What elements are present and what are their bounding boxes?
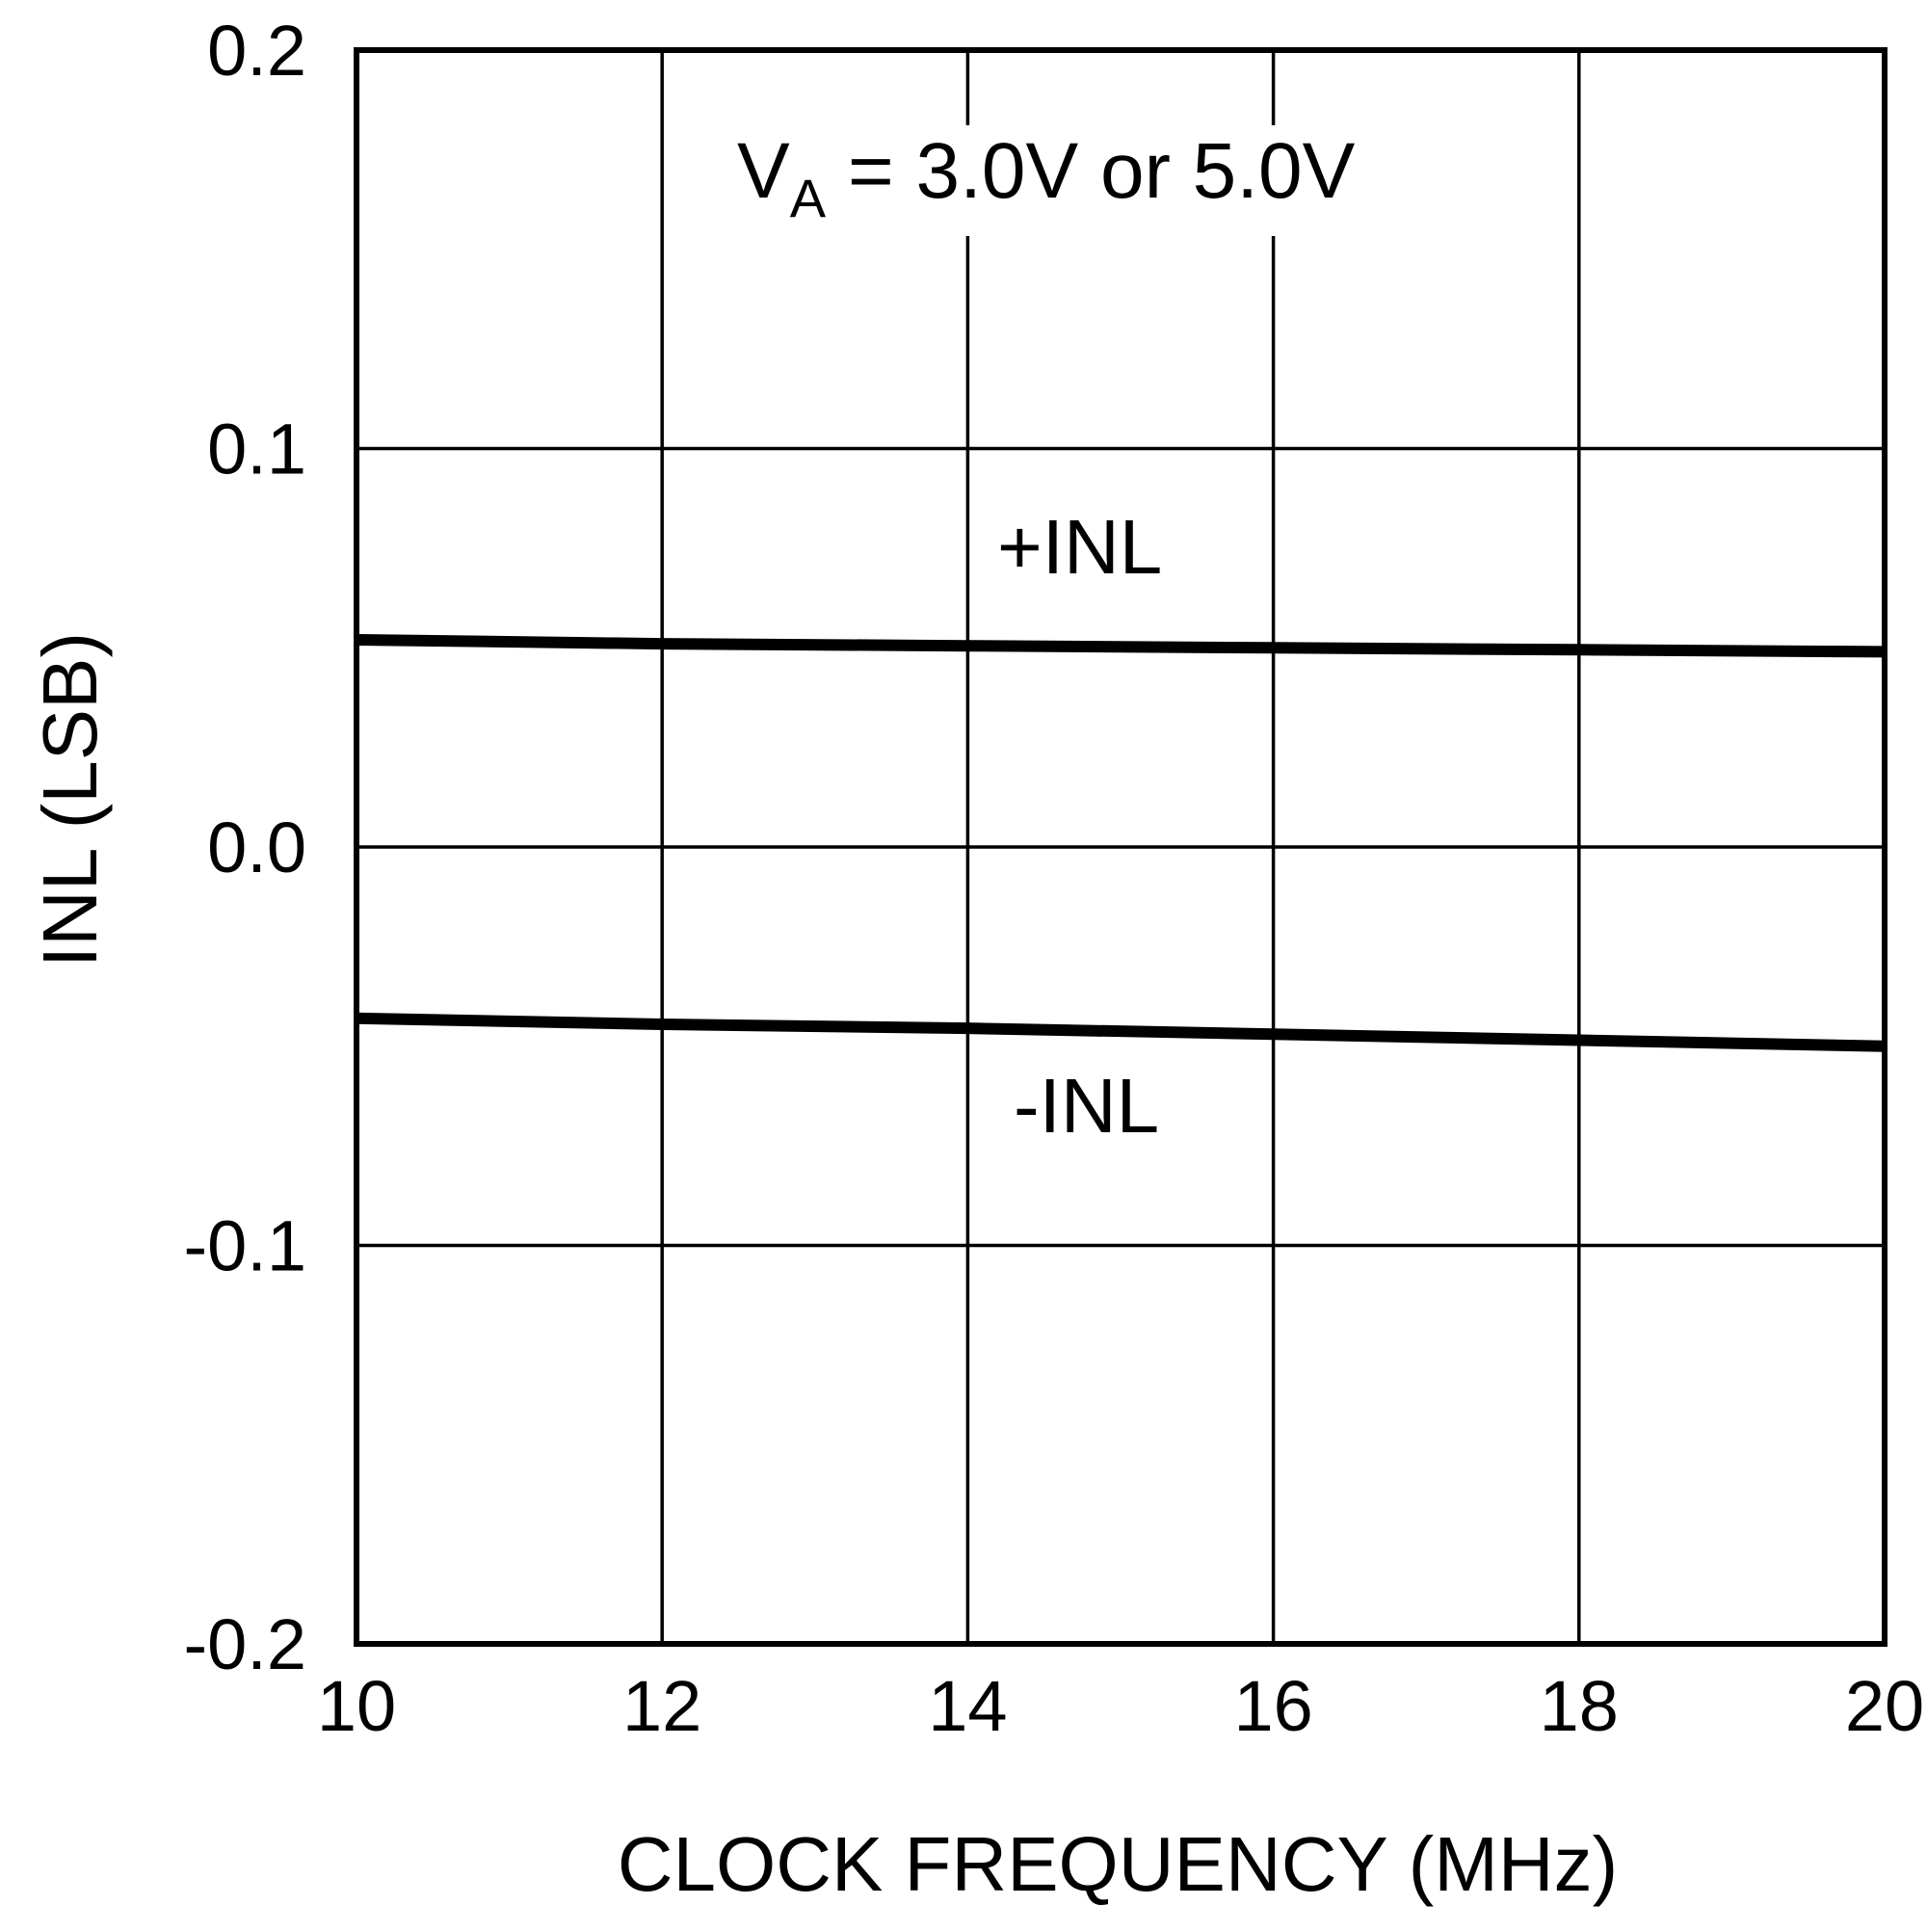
condition-symbol: V: [737, 127, 790, 215]
condition-annotation: VA = 3.0V or 5.0V: [718, 125, 1440, 236]
x-tick-label: 10: [317, 1666, 396, 1746]
series-layer: [356, 634, 1886, 1052]
series-label-plus-inl: +INL: [997, 504, 1162, 590]
condition-subscript: A: [790, 168, 827, 228]
x-tick-label: 18: [1540, 1666, 1619, 1746]
x-axis-title: CLOCK FREQUENCY (MHz): [618, 1821, 1619, 1907]
y-tick-label: 0.1: [207, 410, 306, 490]
y-tick-label: 0.0: [207, 807, 306, 887]
grid: [356, 50, 1885, 1644]
x-tick-label: 14: [928, 1666, 1007, 1746]
y-tick-label: -0.2: [183, 1604, 306, 1684]
x-tick-labels: 10 12 14 16 18 20: [317, 1666, 1924, 1746]
series-label-minus-inl: -INL: [1014, 1063, 1159, 1149]
x-tick-label: 16: [1233, 1666, 1312, 1746]
y-tick-label: 0.2: [207, 11, 306, 91]
x-tick-label: 12: [622, 1666, 701, 1746]
x-tick-label: 20: [1845, 1666, 1924, 1746]
condition-value: = 3.0V or 5.0V: [826, 127, 1356, 215]
plot-frame: [354, 47, 1887, 1647]
y-axis-title: INL (LSB): [27, 632, 113, 967]
y-tick-labels: 0.2 0.1 0.0 -0.1 -0.2: [183, 11, 306, 1684]
series-line-minus-inl: [356, 1012, 1886, 1052]
series-line-plus-inl: [356, 634, 1886, 658]
condition-label: VA = 3.0V or 5.0V: [737, 127, 1356, 228]
y-tick-label: -0.1: [183, 1206, 306, 1286]
